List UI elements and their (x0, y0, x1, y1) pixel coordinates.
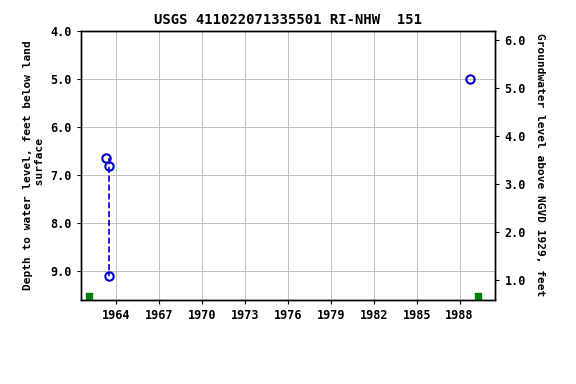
Y-axis label: Groundwater level above NGVD 1929, feet: Groundwater level above NGVD 1929, feet (535, 33, 545, 297)
Title: USGS 411022071335501 RI-NHW  151: USGS 411022071335501 RI-NHW 151 (154, 13, 422, 27)
Y-axis label: Depth to water level, feet below land
 surface: Depth to water level, feet below land su… (23, 40, 45, 290)
